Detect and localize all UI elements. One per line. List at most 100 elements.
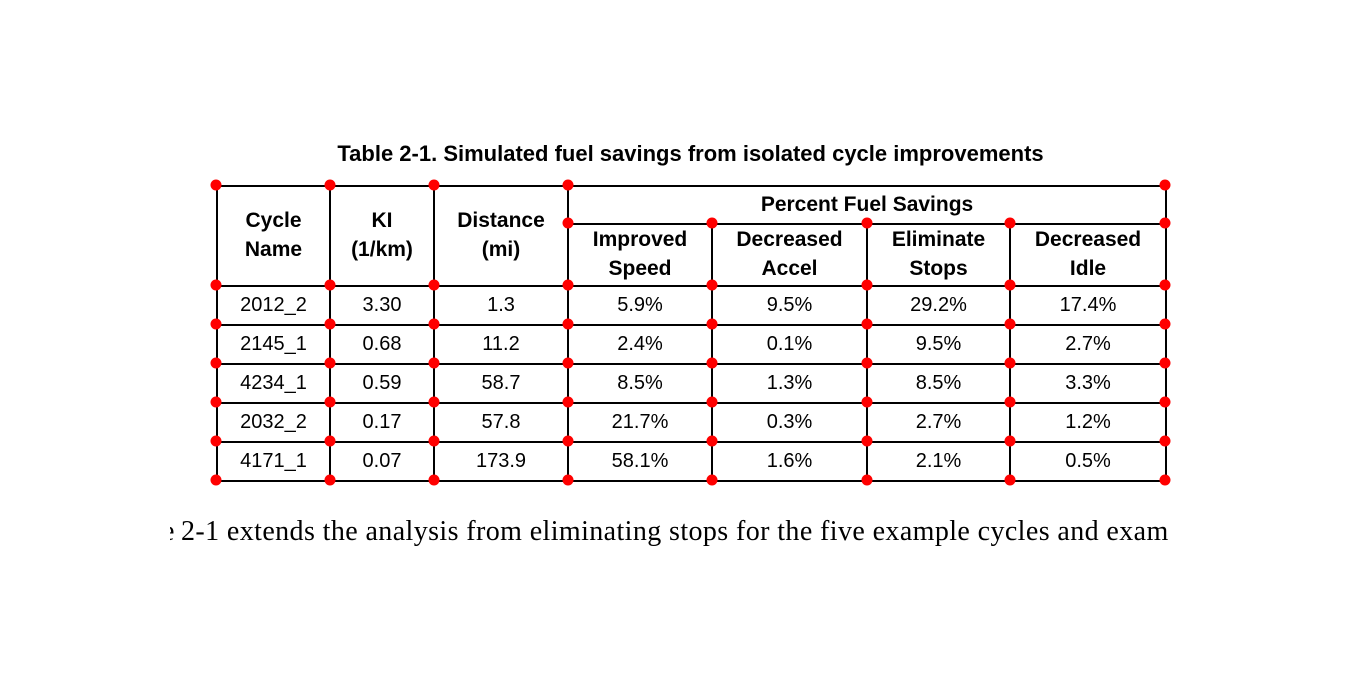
table-cell: 2.7%: [1008, 324, 1168, 365]
grid-marker-dot[interactable]: [324, 435, 336, 447]
grid-marker-dot[interactable]: [706, 474, 718, 486]
grid-marker-dot[interactable]: [210, 179, 222, 191]
table-cell: 0.68: [329, 324, 435, 365]
table-cell: 2145_1: [216, 324, 331, 365]
grid-marker-dot[interactable]: [1004, 474, 1016, 486]
table-cell: 1.3: [433, 285, 569, 326]
grid-marker-dot[interactable]: [562, 318, 574, 330]
grid-marker-dot[interactable]: [562, 435, 574, 447]
grid-marker-dot[interactable]: [861, 396, 873, 408]
table-cell: 2032_2: [216, 402, 331, 443]
grid-marker-dot[interactable]: [861, 217, 873, 229]
table-cell: 2.4%: [567, 324, 713, 365]
table-cell: 0.59: [329, 363, 435, 404]
table-cell: 2012_2: [216, 285, 331, 326]
grid-marker-dot[interactable]: [706, 217, 718, 229]
table-cell: 29.2%: [866, 285, 1011, 326]
grid-marker-dot[interactable]: [1004, 357, 1016, 369]
grid-marker-dot[interactable]: [706, 435, 718, 447]
grid-marker-dot[interactable]: [706, 318, 718, 330]
fuel-savings-table: Cycle Name KI (1/km) Distance (mi) Perce…: [216, 185, 1168, 482]
sub-header-improved-speed: Improved Speed: [567, 223, 713, 287]
grid-marker-dot[interactable]: [562, 279, 574, 291]
grid-marker-dot[interactable]: [861, 357, 873, 369]
grid-marker-dot[interactable]: [861, 279, 873, 291]
col-header-cycle-name: Cycle Name: [216, 185, 331, 287]
col-header-ki: KI (1/km): [329, 185, 435, 287]
grid-marker-dot[interactable]: [324, 474, 336, 486]
table-row: 4171_1 0.07 173.9 58.1% 1.6% 2.1% 0.5%: [216, 441, 1168, 482]
grid-marker-dot[interactable]: [428, 357, 440, 369]
grid-marker-dot[interactable]: [1159, 279, 1171, 291]
table-cell: 3.30: [329, 285, 435, 326]
grid-marker-dot[interactable]: [210, 318, 222, 330]
table-cell: 21.7%: [567, 402, 713, 443]
table-cell: 1.3%: [711, 363, 868, 404]
sub-header-decreased-idle: Decreased Idle: [1008, 223, 1168, 287]
table-cell: 173.9: [433, 441, 569, 482]
table-cell: 58.1%: [567, 441, 713, 482]
grid-marker-dot[interactable]: [428, 179, 440, 191]
grid-marker-dot[interactable]: [562, 179, 574, 191]
grid-marker-dot[interactable]: [562, 474, 574, 486]
grid-marker-dot[interactable]: [428, 396, 440, 408]
grid-marker-dot[interactable]: [1004, 217, 1016, 229]
sub-header-eliminate-stops: Eliminate Stops: [866, 223, 1011, 287]
table-cell: 0.17: [329, 402, 435, 443]
table-cell: 0.1%: [711, 324, 868, 365]
grid-marker-dot[interactable]: [428, 279, 440, 291]
grid-marker-dot[interactable]: [562, 217, 574, 229]
grid-marker-dot[interactable]: [1159, 217, 1171, 229]
grid-marker-dot[interactable]: [1004, 396, 1016, 408]
table-title: Table 2-1. Simulated fuel savings from i…: [337, 141, 1044, 166]
grid-marker-dot[interactable]: [324, 396, 336, 408]
grid-marker-dot[interactable]: [562, 357, 574, 369]
grid-marker-dot[interactable]: [210, 474, 222, 486]
grid-marker-dot[interactable]: [706, 279, 718, 291]
table-row: 2012_2 3.30 1.3 5.9% 9.5% 29.2% 17.4%: [216, 285, 1168, 326]
grid-marker-dot[interactable]: [1159, 435, 1171, 447]
grid-marker-dot[interactable]: [324, 179, 336, 191]
grid-marker-dot[interactable]: [1159, 318, 1171, 330]
body-text-line: e2-1 extends the analysis from eliminati…: [170, 514, 1169, 550]
table-cell: 5.9%: [567, 285, 713, 326]
grid-marker-dot[interactable]: [562, 396, 574, 408]
table-row: 2032_2 0.17 57.8 21.7% 0.3% 2.7% 1.2%: [216, 402, 1168, 443]
grid-marker-dot[interactable]: [1004, 318, 1016, 330]
table-cell: 58.7: [433, 363, 569, 404]
table-cell: 0.07: [329, 441, 435, 482]
grid-marker-dot[interactable]: [324, 279, 336, 291]
grid-marker-dot[interactable]: [428, 318, 440, 330]
grid-marker-dot[interactable]: [210, 435, 222, 447]
grid-marker-dot[interactable]: [324, 357, 336, 369]
table-cell: 3.3%: [1008, 363, 1168, 404]
grid-marker-dot[interactable]: [1159, 474, 1171, 486]
table-cell: 11.2: [433, 324, 569, 365]
grid-marker-dot[interactable]: [706, 357, 718, 369]
grid-marker-dot[interactable]: [1159, 396, 1171, 408]
clipped-word-fragment: e: [170, 514, 176, 550]
table-cell: 57.8: [433, 402, 569, 443]
grid-marker-dot[interactable]: [1159, 357, 1171, 369]
grid-marker-dot[interactable]: [428, 474, 440, 486]
grid-marker-dot[interactable]: [1159, 179, 1171, 191]
table-cell: 9.5%: [866, 324, 1011, 365]
table-cell: 2.7%: [866, 402, 1011, 443]
grid-marker-dot[interactable]: [706, 396, 718, 408]
grid-marker-dot[interactable]: [210, 396, 222, 408]
grid-marker-dot[interactable]: [861, 474, 873, 486]
grid-marker-dot[interactable]: [861, 435, 873, 447]
grid-marker-dot[interactable]: [1004, 279, 1016, 291]
grid-marker-dot[interactable]: [428, 435, 440, 447]
table-cell: 2.1%: [866, 441, 1011, 482]
grid-marker-dot[interactable]: [861, 318, 873, 330]
grid-marker-dot[interactable]: [1004, 435, 1016, 447]
grid-marker-dot[interactable]: [210, 357, 222, 369]
table-cell: 1.6%: [711, 441, 868, 482]
grid-marker-dot[interactable]: [210, 279, 222, 291]
col-header-distance: Distance (mi): [433, 185, 569, 287]
sub-header-decreased-accel: Decreased Accel: [711, 223, 868, 287]
table-cell: 8.5%: [866, 363, 1011, 404]
grid-marker-dot[interactable]: [324, 318, 336, 330]
